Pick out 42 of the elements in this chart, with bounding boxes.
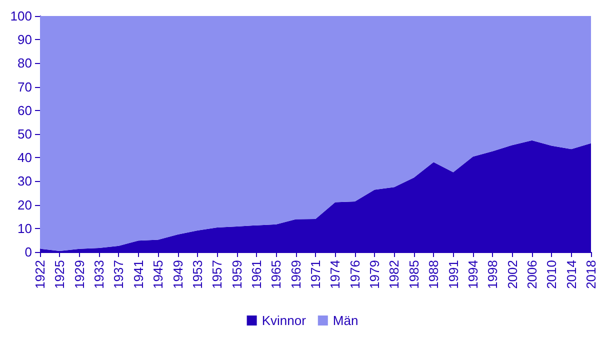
x-tick-label: 2018 — [584, 260, 598, 289]
x-tick-label: 1922 — [32, 260, 48, 289]
x-tick-label: 2006 — [524, 260, 540, 289]
x-tick-label: 1949 — [170, 260, 186, 289]
x-tick-label: 1933 — [92, 260, 107, 289]
y-tick-label: 60 — [18, 102, 32, 118]
x-tick-label: 1925 — [52, 260, 68, 289]
x-tick-label: 1998 — [485, 260, 500, 289]
x-tick-label: 1991 — [446, 260, 461, 289]
legend-label: Kvinnor — [262, 313, 307, 328]
x-tick-label: 1971 — [308, 260, 323, 289]
x-tick-label: 1994 — [465, 260, 480, 289]
y-tick-label: 30 — [18, 174, 32, 189]
x-tick-label: 1959 — [229, 260, 244, 289]
x-tick-label: 1982 — [386, 260, 402, 289]
x-tick-label: 2002 — [504, 260, 520, 289]
x-tick-label: 2014 — [564, 260, 579, 289]
y-tick-label: 80 — [18, 56, 32, 71]
x-tick-label: 1953 — [190, 260, 205, 289]
x-tick-label: 1961 — [248, 260, 264, 289]
y-tick-label: 100 — [10, 8, 32, 24]
x-tick-label: 1985 — [406, 260, 422, 289]
y-tick-label: 40 — [18, 150, 32, 166]
x-tick-label: 1969 — [288, 260, 304, 289]
y-tick-label: 90 — [18, 32, 32, 48]
x-tick-label: 1929 — [72, 260, 87, 289]
x-tick-label: 1974 — [328, 260, 343, 289]
x-tick-label: 1941 — [130, 260, 146, 289]
x-tick-label: 1979 — [367, 260, 382, 289]
y-tick-label: 20 — [18, 197, 32, 212]
y-tick-label: 70 — [18, 79, 32, 94]
y-tick-label: 10 — [18, 220, 32, 236]
x-tick-label: 1965 — [268, 260, 284, 289]
x-tick-label: 1945 — [150, 260, 166, 289]
x-tick-label: 2010 — [544, 260, 560, 289]
x-tick-label: 1937 — [111, 260, 126, 289]
x-tick-label: 1976 — [347, 260, 362, 289]
legend-label: Män — [332, 313, 358, 328]
x-tick-label: 1957 — [210, 260, 225, 289]
y-tick-label: 0 — [24, 244, 32, 260]
x-tick-label: 1988 — [426, 260, 442, 289]
y-tick-label: 50 — [18, 126, 32, 142]
